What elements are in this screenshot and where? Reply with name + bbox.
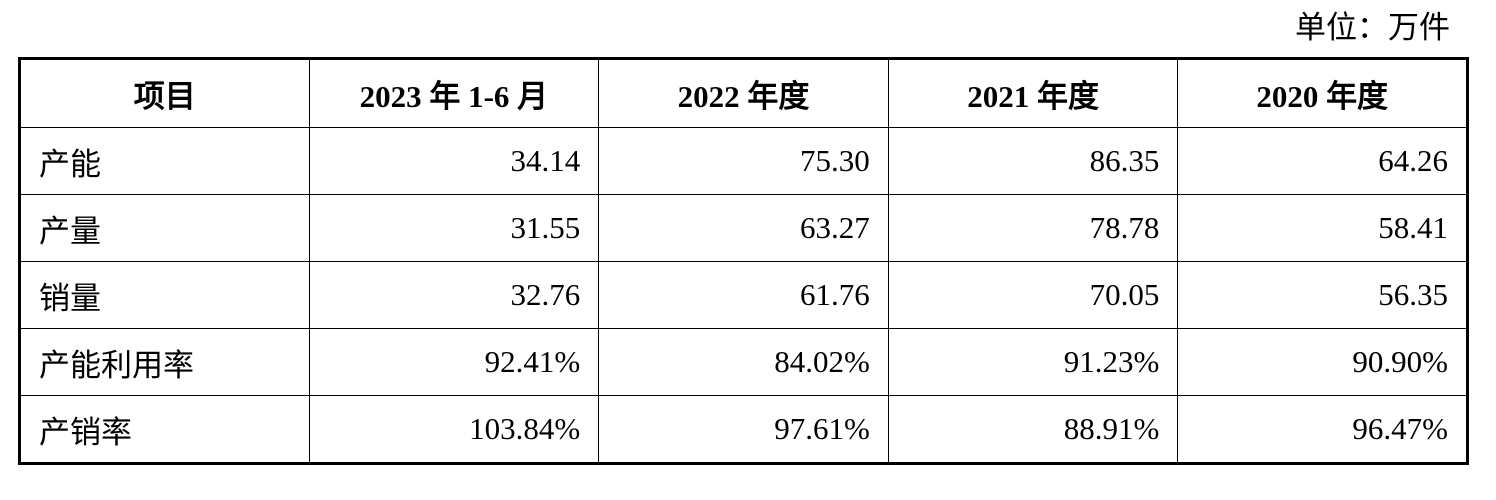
cell: 103.84% — [308, 395, 600, 464]
table-row: 销量 32.76 61.76 70.05 56.35 — [19, 261, 1468, 329]
row-label: 销量 — [19, 261, 310, 329]
row-label: 产能利用率 — [19, 328, 310, 396]
table-row: 产能 34.14 75.30 86.35 64.26 — [19, 127, 1468, 195]
unit-label: 单位：万件 — [1295, 10, 1450, 45]
cell: 84.02% — [598, 328, 889, 396]
header-row: 项目 2023 年 1-6 月 2022 年度 2021 年度 2020 年度 — [19, 58, 1468, 128]
row-label: 产量 — [19, 194, 310, 262]
cell: 97.61% — [598, 395, 889, 464]
cell: 63.27 — [598, 194, 889, 262]
header-cell: 2021 年度 — [887, 58, 1179, 128]
cell: 92.41% — [308, 328, 600, 396]
header-cell: 2022 年度 — [598, 58, 889, 128]
cell: 56.35 — [1177, 261, 1468, 329]
header-cell: 2020 年度 — [1177, 58, 1468, 128]
table-header: 项目 2023 年 1-6 月 2022 年度 2021 年度 2020 年度 — [19, 58, 1468, 128]
table-body: 产能 34.14 75.30 86.35 64.26 产量 31.55 63.27 78.78 5… — [19, 127, 1468, 464]
cell: 90.90% — [1177, 328, 1468, 396]
cell: 96.47% — [1177, 395, 1468, 464]
cell: 32.76 — [308, 261, 600, 329]
cell: 78.78 — [887, 194, 1179, 262]
header-cell: 项目 — [19, 58, 310, 128]
cell: 88.91% — [887, 395, 1179, 464]
header-cell: 2023 年 1-6 月 — [308, 58, 600, 128]
table-row: 产销率 103.84% 97.61% 88.91% 96.47% — [19, 395, 1468, 464]
cell: 91.23% — [887, 328, 1179, 396]
cell: 31.55 — [308, 194, 600, 262]
row-label: 产能 — [19, 127, 310, 195]
cell: 34.14 — [308, 127, 600, 195]
data-table: 项目 2023 年 1-6 月 2022 年度 2021 年度 2020 年度 产能 34… — [18, 57, 1469, 465]
row-label: 产销率 — [19, 395, 310, 464]
cell: 58.41 — [1177, 194, 1468, 262]
cell: 75.30 — [598, 127, 889, 195]
table-row: 产能利用率 92.41% 84.02% 91.23% 90.90% — [19, 328, 1468, 396]
cell: 64.26 — [1177, 127, 1468, 195]
table-row: 产量 31.55 63.27 78.78 58.41 — [19, 194, 1468, 262]
cell: 70.05 — [887, 261, 1179, 329]
cell: 61.76 — [598, 261, 889, 329]
cell: 86.35 — [887, 127, 1179, 195]
